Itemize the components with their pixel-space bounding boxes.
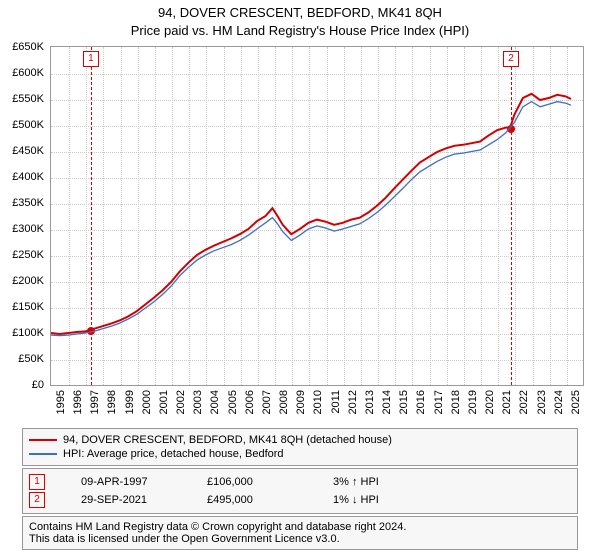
x-tick-label: 2023 [536,390,548,414]
y-tick-label: £650K [0,41,44,53]
x-tick-label: 2020 [484,390,496,414]
x-tick-label: 1995 [55,390,67,414]
x-tick-label: 2019 [467,390,479,414]
legend-swatch [29,439,57,441]
x-tick-label: 2008 [278,390,290,414]
x-tick-label: 2011 [330,390,342,414]
legend-row: HPI: Average price, detached house, Bedf… [29,447,571,461]
x-tick-label: 2015 [398,390,410,414]
x-tick-label: 2004 [209,390,221,414]
sale-event-price: £495,000 [207,494,297,506]
x-tick-label: 2006 [244,390,256,414]
footer-panel: Contains HM Land Registry data © Crown c… [22,516,578,550]
x-tick-label: 2025 [570,390,582,414]
title-line1: 94, DOVER CRESCENT, BEDFORD, MK41 8QH [0,4,600,22]
sale-event-date: 09-APR-1997 [81,476,171,488]
y-tick-label: £100K [0,327,44,339]
x-tick-label: 1998 [106,390,118,414]
x-tick-label: 1996 [72,390,84,414]
x-tick-label: 2017 [433,390,445,414]
sale-event-number: 2 [29,492,45,508]
sales-events-panel: 1 09-APR-1997 £106,000 3% ↑ HPI 2 29-SEP-2021… [22,468,578,514]
sale-event-price: £106,000 [207,476,297,488]
sale-event-row: 2 29-SEP-2021 £495,000 1% ↓ HPI [29,491,571,509]
x-tick-label: 1997 [89,390,101,414]
title-line2: Price paid vs. HM Land Registry's House … [0,22,600,40]
chart-title: 94, DOVER CRESCENT, BEDFORD, MK41 8QH Pr… [0,0,600,39]
footer-line2: This data is licensed under the Open Gov… [29,533,571,545]
sale-event-number: 1 [29,474,45,490]
info-panels: 94, DOVER CRESCENT, BEDFORD, MK41 8QH (d… [22,428,578,552]
y-tick-label: £550K [0,93,44,105]
y-tick-label: £200K [0,275,44,287]
legend-label: HPI: Average price, detached house, Bedf… [63,448,284,460]
chart-plot-area: 12 £0£50K£100K£150K£200K£250K£300K£350K£… [50,46,584,386]
x-tick-label: 2002 [175,390,187,414]
y-tick-label: £150K [0,301,44,313]
y-tick-label: £450K [0,145,44,157]
x-tick-label: 2000 [141,390,153,414]
sale-event-delta: 3% ↑ HPI [333,476,423,488]
sale-event-row: 1 09-APR-1997 £106,000 3% ↑ HPI [29,473,571,491]
x-tick-label: 2022 [518,390,530,414]
chart-lines [50,46,584,386]
x-tick-label: 2009 [295,390,307,414]
y-tick-label: £350K [0,197,44,209]
x-tick-label: 2013 [364,390,376,414]
x-tick-label: 1999 [124,390,136,414]
x-tick-label: 2016 [415,390,427,414]
legend-panel: 94, DOVER CRESCENT, BEDFORD, MK41 8QH (d… [22,428,578,466]
y-tick-label: £50K [0,353,44,365]
x-tick-label: 2001 [158,390,170,414]
x-tick-label: 2024 [553,390,565,414]
x-tick-label: 2021 [501,390,513,414]
x-tick-label: 2003 [192,390,204,414]
sale-event-delta: 1% ↓ HPI [333,494,423,506]
y-tick-label: £250K [0,249,44,261]
x-tick-label: 2014 [381,390,393,414]
x-tick-label: 2010 [312,390,324,414]
legend-row: 94, DOVER CRESCENT, BEDFORD, MK41 8QH (d… [29,433,571,447]
legend-swatch [29,453,57,455]
footer-line1: Contains HM Land Registry data © Crown c… [29,521,571,533]
x-tick-label: 2012 [347,390,359,414]
series-line [51,94,571,334]
y-tick-label: £400K [0,171,44,183]
legend-label: 94, DOVER CRESCENT, BEDFORD, MK41 8QH (d… [63,434,392,446]
y-tick-label: £500K [0,119,44,131]
x-tick-label: 2018 [450,390,462,414]
y-tick-label: £600K [0,67,44,79]
y-tick-label: £300K [0,223,44,235]
x-tick-label: 2005 [227,390,239,414]
series-line [51,102,571,336]
sale-event-date: 29-SEP-2021 [81,494,171,506]
x-tick-label: 2007 [261,390,273,414]
y-tick-label: £0 [0,379,44,391]
